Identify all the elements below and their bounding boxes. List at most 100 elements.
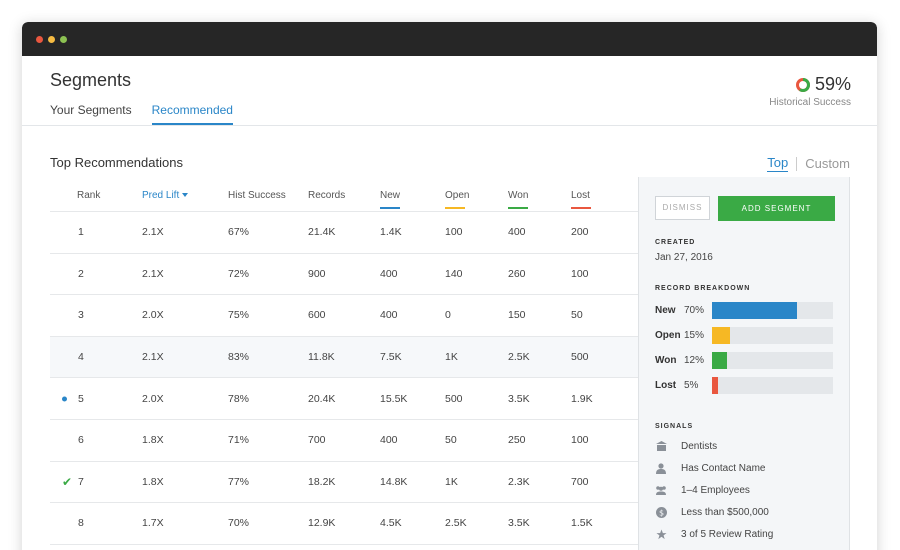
- new-label: New: [380, 190, 401, 201]
- historical-success-label: Historical Success: [769, 97, 851, 108]
- cell-won: 260: [508, 267, 526, 280]
- signal-item: Dentists: [655, 439, 717, 453]
- star-icon: [655, 528, 667, 540]
- cell-rank: 3: [78, 309, 84, 322]
- breakdown-track: [712, 377, 833, 394]
- column-header-new[interactable]: New: [380, 190, 401, 209]
- cell-new: 15.5K: [380, 392, 408, 405]
- cell-records: 20.4K: [308, 392, 336, 405]
- cell-lost: 500: [571, 351, 589, 364]
- pred-lift-label: Pred Lift: [142, 190, 180, 201]
- title-bar: [22, 22, 877, 56]
- open-color-bar: [445, 207, 465, 209]
- table-row[interactable]: 8 1.7X 70% 12.9K 4.5K 2.5K 3.5K 1.5K: [50, 503, 640, 545]
- created-label: CREATED: [655, 239, 696, 246]
- cell-records: 600: [308, 309, 326, 322]
- add-segment-button[interactable]: ADD SEGMENT: [718, 196, 835, 221]
- dollar-icon: $: [655, 506, 667, 518]
- close-window-button[interactable]: [36, 36, 43, 43]
- tab-your-segments[interactable]: Your Segments: [50, 103, 132, 117]
- cell-hist-success: 75%: [228, 309, 250, 322]
- cell-hist-success: 77%: [228, 475, 250, 488]
- breakdown-name: New: [655, 305, 676, 316]
- toggle-custom[interactable]: Custom: [805, 156, 850, 171]
- table-row[interactable]: 5 2.0X 78% 20.4K 15.5K 500 3.5K 1.9K: [50, 378, 640, 420]
- signal-text: Less than $500,000: [681, 506, 769, 518]
- breakdown-pct: 70%: [684, 305, 705, 316]
- breakdown-track: [712, 302, 833, 319]
- table-row[interactable]: 1 2.1X 67% 21.4K 1.4K 100 400 200: [50, 212, 640, 254]
- sort-caret-icon: [182, 193, 189, 198]
- cell-rank: 6: [78, 434, 84, 447]
- historical-success: 59% Historical Success: [769, 74, 851, 108]
- historical-success-value: 59%: [814, 74, 851, 94]
- column-header-won[interactable]: Won: [508, 190, 528, 209]
- unread-dot-icon: [62, 396, 67, 402]
- signals-label: SIGNALS: [655, 423, 694, 430]
- table-row[interactable]: ✔ 7 1.8X 77% 18.2K 14.8K 1K 2.3K 700: [50, 462, 640, 504]
- breakdown-track: [712, 352, 833, 369]
- cell-open: 2.5K: [445, 517, 467, 530]
- cell-records: 21.4K: [308, 226, 336, 239]
- maximize-window-button[interactable]: [60, 36, 67, 43]
- cell-rank: 7: [78, 475, 84, 488]
- breakdown-fill-open: [712, 327, 731, 344]
- cell-new: 14.8K: [380, 475, 408, 488]
- cell-won: 3.5K: [508, 392, 530, 405]
- created-value: Jan 27, 2016: [655, 252, 713, 263]
- cell-open: 50: [445, 434, 457, 447]
- page-title: Segments: [50, 70, 132, 90]
- cell-won: 400: [508, 226, 526, 239]
- signal-item: 3 of 5 Review Rating: [655, 527, 773, 541]
- tab-recommended[interactable]: Recommended: [151, 103, 233, 125]
- signal-item: Has Contact Name: [655, 461, 765, 475]
- cell-new: 1.4K: [380, 226, 402, 239]
- breakdown-fill-new: [712, 302, 797, 319]
- minimize-window-button[interactable]: [48, 36, 55, 43]
- breakdown-pct: 5%: [684, 380, 699, 391]
- cell-new: 400: [380, 434, 398, 447]
- cell-hist-success: 67%: [228, 226, 250, 239]
- table-header-row: Rank Pred Lift Hist Success Records New …: [50, 178, 640, 212]
- column-header-lost[interactable]: Lost: [571, 190, 591, 209]
- people-icon: [655, 484, 667, 496]
- column-header-hist-success[interactable]: Hist Success: [228, 190, 286, 201]
- cell-records: 18.2K: [308, 475, 336, 488]
- breakdown-name: Open: [655, 330, 681, 341]
- record-breakdown-label: RECORD BREAKDOWN: [655, 285, 751, 292]
- cell-rank: 2: [78, 267, 84, 280]
- open-label: Open: [445, 190, 470, 201]
- dismiss-button[interactable]: DISMISS: [655, 196, 710, 220]
- cell-lost: 50: [571, 309, 583, 322]
- table-row[interactable]: 6 1.8X 71% 700 400 50 250 100: [50, 420, 640, 462]
- lost-color-bar: [571, 207, 591, 209]
- table-row[interactable]: 3 2.0X 75% 600 400 0 150 50: [50, 295, 640, 337]
- breakdown-fill-lost: [712, 377, 719, 394]
- table-row[interactable]: 4 2.1X 83% 11.8K 7.5K 1K 2.5K 500: [50, 336, 640, 379]
- cell-hist-success: 83%: [228, 351, 250, 364]
- breakdown-track: [712, 327, 833, 344]
- toggle-divider: [796, 156, 798, 171]
- app-window: Segments Your Segments Recommended 59% H…: [22, 22, 877, 550]
- breakdown-pct: 12%: [684, 355, 705, 366]
- column-header-records[interactable]: Records: [308, 190, 346, 201]
- breakdown-pct: 15%: [684, 330, 705, 341]
- column-header-pred-lift[interactable]: Pred Lift: [142, 190, 189, 201]
- cell-rank: 8: [78, 517, 84, 530]
- table-row[interactable]: 2 2.1X 72% 900 400 140 260 100: [50, 254, 640, 296]
- cell-pred-lift: 2.1X: [142, 351, 164, 364]
- cell-records: 900: [308, 267, 326, 280]
- column-header-rank[interactable]: Rank: [77, 190, 101, 201]
- column-header-open[interactable]: Open: [445, 190, 470, 209]
- segment-tabs: Your Segments Recommended: [50, 103, 253, 125]
- signal-text: Has Contact Name: [681, 462, 766, 474]
- cell-hist-success: 71%: [228, 434, 250, 447]
- toggle-top[interactable]: Top: [767, 155, 789, 172]
- cell-won: 2.5K: [508, 351, 530, 364]
- breakdown-name: Won: [655, 355, 677, 366]
- recommendations-table: Rank Pred Lift Hist Success Records New …: [50, 178, 640, 545]
- breakdown-row-lost: Lost 5%: [655, 377, 835, 394]
- section-title: Top Recommendations: [50, 155, 183, 170]
- cell-new: 400: [380, 309, 398, 322]
- cell-open: 1K: [445, 475, 458, 488]
